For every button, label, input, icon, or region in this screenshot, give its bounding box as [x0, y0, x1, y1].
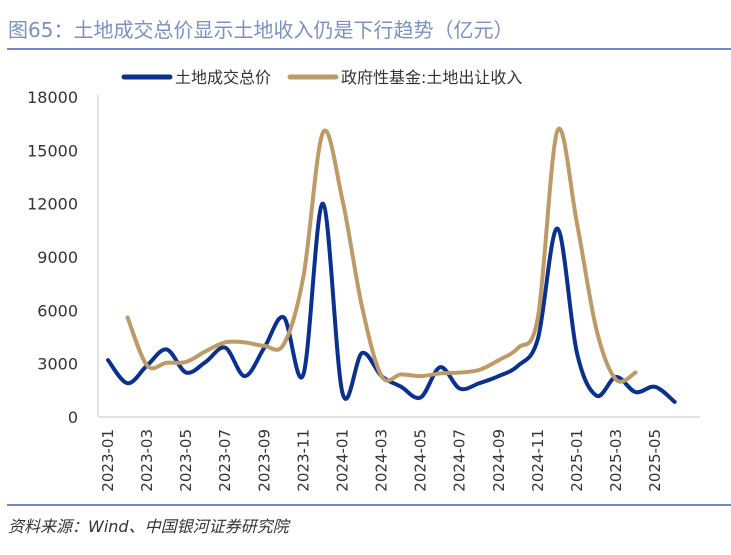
footer-divider [7, 504, 731, 506]
y-tick-label: 6000 [37, 301, 78, 320]
legend-label-series-2: 政府性基金:土地出让收入 [341, 68, 522, 87]
source-note: 资料来源：Wind、中国银河证券研究院 [8, 517, 289, 536]
y-tick-label: 0 [68, 408, 78, 427]
x-tick-label: 2025-01 [568, 429, 586, 492]
x-tick-label: 2025-05 [646, 429, 664, 492]
y-tick-label: 12000 [27, 195, 78, 214]
y-tick-label: 15000 [27, 141, 78, 160]
x-tick-label: 2023-07 [216, 429, 234, 492]
x-tick-label: 2023-11 [294, 429, 312, 492]
x-tick-label: 2024-11 [529, 429, 547, 492]
x-tick-label: 2023-01 [99, 429, 117, 492]
x-tick-label: 2023-09 [255, 429, 273, 492]
y-tick-label: 9000 [37, 248, 78, 267]
title-divider [7, 48, 731, 50]
x-tick-label: 2025-03 [607, 429, 625, 492]
series-line-2 [125, 126, 638, 384]
x-tick-label: 2024-03 [373, 429, 391, 492]
chart-title: 图65：土地成交总价显示土地收入仍是下行趋势（亿元） [8, 18, 514, 42]
x-tick-label: 2024-05 [412, 429, 430, 492]
x-tick-label: 2023-03 [138, 429, 156, 492]
legend: 土地成交总价 政府性基金:土地出让收入 [121, 68, 522, 87]
y-tick-label: 18000 [27, 88, 78, 107]
x-tick-label: 2023-05 [177, 429, 195, 492]
x-tick-label: 2024-09 [490, 429, 508, 492]
legend-label-series-1: 土地成交总价 [175, 68, 271, 87]
x-tick-label: 2024-01 [333, 429, 351, 492]
y-tick-label: 3000 [37, 355, 78, 374]
x-tick-label: 2024-07 [451, 429, 469, 492]
line-chart: 土地成交总价 政府性基金:土地出让收入 0 3000 6000 9000 12000 15… [27, 68, 700, 492]
